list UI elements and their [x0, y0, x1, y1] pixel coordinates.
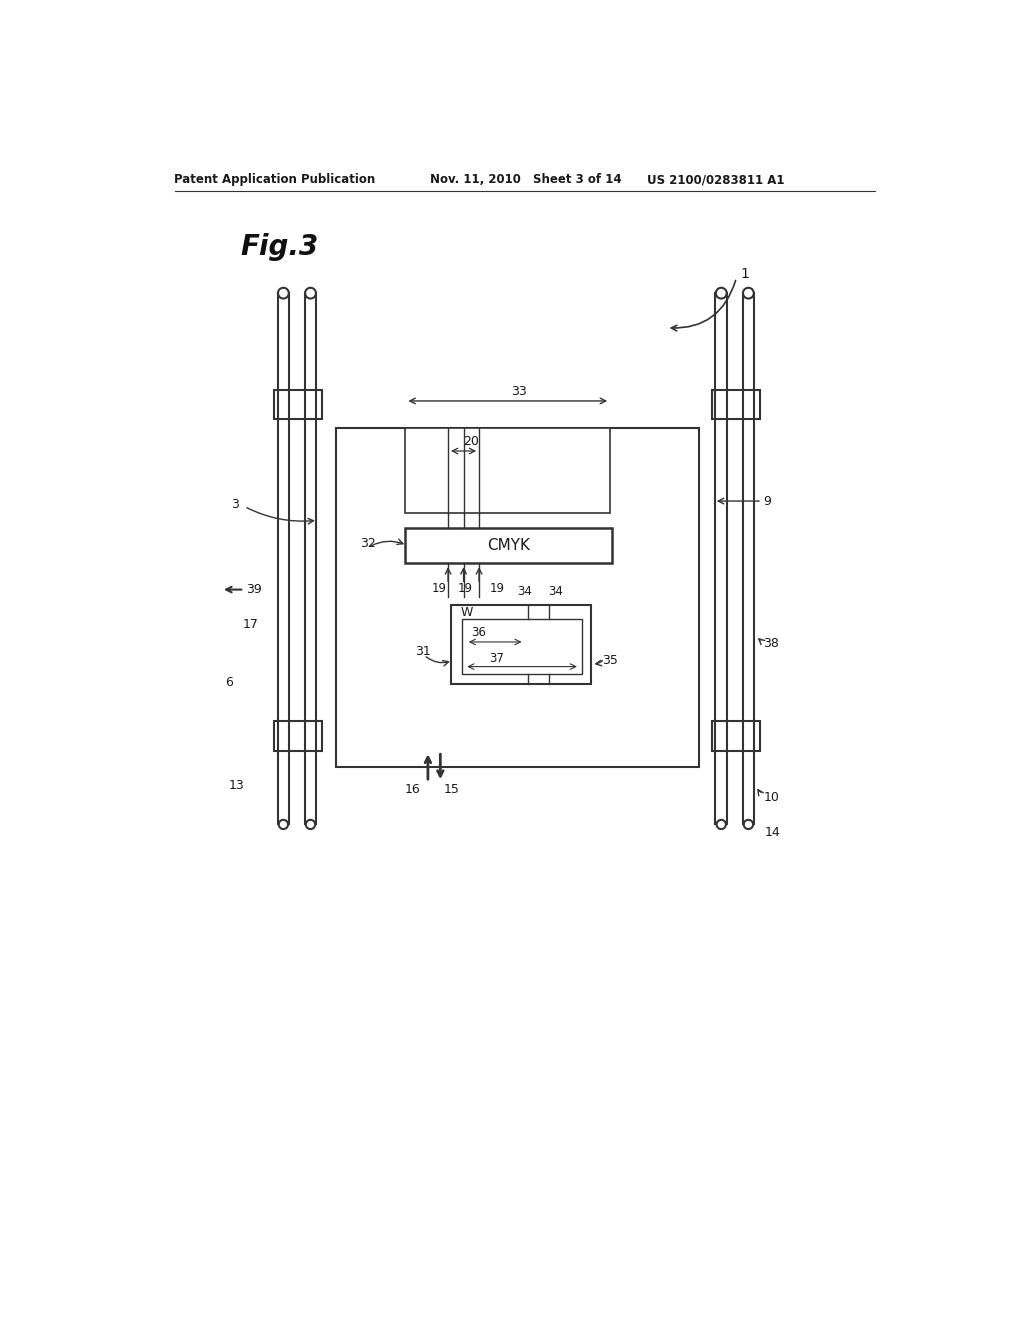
Bar: [273, 391, 322, 420]
Bar: [336, 428, 699, 767]
Text: 10: 10: [764, 791, 779, 804]
Bar: [406, 428, 610, 512]
Text: 13: 13: [228, 779, 245, 792]
Bar: [712, 391, 760, 420]
Text: 17: 17: [243, 618, 259, 631]
Text: US 2100/0283811 A1: US 2100/0283811 A1: [647, 173, 784, 186]
Text: 20: 20: [464, 436, 479, 449]
Text: 37: 37: [489, 652, 504, 665]
Bar: [452, 605, 592, 684]
Text: W: W: [461, 606, 473, 619]
Text: 19: 19: [489, 582, 505, 594]
Text: 3: 3: [231, 499, 239, 511]
Text: Patent Application Publication: Patent Application Publication: [174, 173, 376, 186]
Text: 33: 33: [512, 385, 527, 399]
Text: 31: 31: [415, 644, 430, 657]
Text: Nov. 11, 2010: Nov. 11, 2010: [430, 173, 521, 186]
Text: 6: 6: [225, 676, 232, 689]
Text: 19: 19: [458, 582, 473, 594]
Text: 14: 14: [765, 825, 781, 838]
Text: 35: 35: [602, 653, 618, 667]
Text: 39: 39: [246, 583, 261, 597]
Bar: [462, 619, 583, 675]
Bar: [406, 528, 612, 562]
Text: CMYK: CMYK: [487, 537, 530, 553]
Bar: [712, 721, 760, 751]
Text: 1: 1: [740, 267, 750, 281]
Text: 15: 15: [443, 783, 460, 796]
Text: 32: 32: [360, 537, 376, 550]
Text: 36: 36: [471, 626, 486, 639]
Text: Fig.3: Fig.3: [241, 232, 318, 261]
Text: 38: 38: [764, 638, 779, 649]
Text: 34: 34: [517, 585, 531, 598]
Text: 19: 19: [431, 582, 446, 594]
Text: 16: 16: [404, 783, 420, 796]
Text: Sheet 3 of 14: Sheet 3 of 14: [532, 173, 622, 186]
Text: 9: 9: [764, 495, 771, 508]
Bar: [273, 721, 322, 751]
Text: 34: 34: [548, 585, 563, 598]
